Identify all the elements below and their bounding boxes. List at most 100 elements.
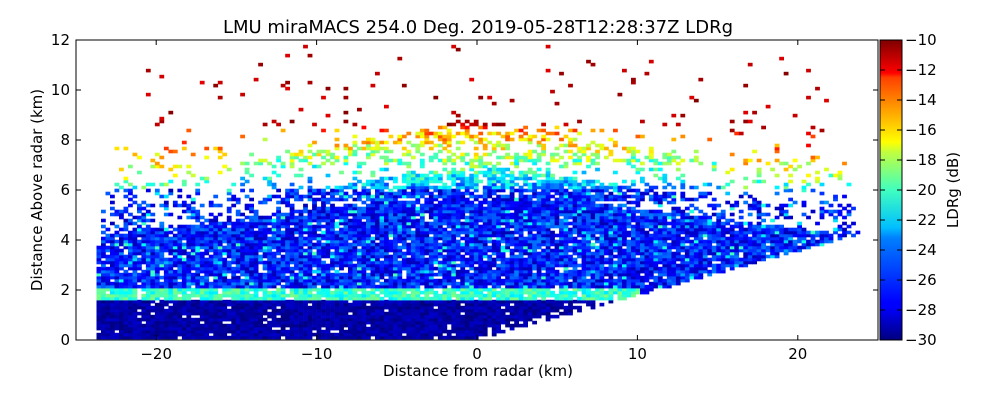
- ldr-cell: [163, 275, 169, 280]
- ldr-cell: [388, 302, 394, 307]
- ldr-cell: [267, 293, 272, 298]
- ldr-cell: [276, 278, 281, 283]
- ldr-cell: [271, 302, 277, 307]
- ldr-cell: [316, 299, 322, 304]
- ldr-cell: [523, 257, 528, 262]
- ldr-cell: [496, 311, 501, 316]
- ldr-cell: [190, 320, 196, 325]
- ldr-cell: [253, 221, 259, 226]
- ldr-cell: [137, 266, 142, 271]
- ldr-cell: [473, 281, 479, 286]
- ldr-cell: [294, 257, 299, 262]
- ldr-cell: [307, 245, 313, 250]
- ldr-cell: [419, 290, 425, 295]
- ldr-cell: [307, 323, 313, 328]
- ldr-cell: [505, 317, 510, 322]
- ldr-cell: [410, 263, 416, 268]
- ldr-cell: [393, 260, 398, 265]
- ldr-cell: [415, 236, 421, 241]
- ldr-cell: [657, 278, 663, 283]
- ldr-cell: [303, 215, 308, 220]
- ldr-cell: [361, 254, 367, 259]
- ldr-cell: [361, 290, 367, 295]
- ldr-cell: [195, 320, 201, 325]
- ldr-cell: [774, 224, 780, 229]
- ldr-cell: [370, 242, 376, 247]
- ldr-cell: [662, 218, 668, 223]
- ldr-cell: [720, 251, 726, 256]
- ldr-cell: [384, 236, 389, 241]
- ldr-cell: [393, 326, 398, 331]
- ldr-cell: [262, 230, 268, 235]
- ldr-cell: [675, 257, 681, 262]
- ldr-cell: [469, 245, 475, 250]
- ldr-cell: [604, 293, 609, 298]
- ldr-cell: [213, 254, 219, 259]
- ldr-cell: [213, 227, 219, 232]
- ldr-cell: [599, 293, 605, 298]
- ldr-cell: [532, 251, 537, 256]
- ldr-cell: [640, 257, 645, 262]
- ldr-cell: [419, 314, 425, 319]
- ldr-cell: [514, 296, 519, 301]
- ldr-cell: [231, 311, 237, 316]
- ldr-cell: [559, 278, 564, 283]
- ldr-cell: [258, 281, 263, 286]
- ldr-cell: [653, 263, 659, 268]
- ldr-cell: [96, 332, 102, 337]
- ldr-cell: [559, 248, 564, 253]
- ldr-cell: [119, 242, 124, 247]
- ldr-cell: [235, 239, 241, 244]
- ldr-cell: [401, 305, 407, 310]
- ldr-cell: [666, 260, 672, 265]
- ldr-cell: [622, 269, 627, 274]
- ldr-cell: [514, 227, 519, 232]
- ldr-cell: [604, 248, 609, 253]
- ldr-cell: [671, 254, 677, 259]
- ldr-cell: [464, 251, 470, 256]
- ldr-cell: [298, 335, 304, 340]
- ldr-cell: [249, 302, 254, 307]
- ldr-cell: [231, 320, 237, 325]
- ldr-cell: [559, 242, 564, 247]
- ldr-cell: [289, 323, 295, 328]
- ldr-cell: [689, 266, 695, 271]
- ldr-cell: [707, 272, 713, 277]
- ldr-cell: [707, 245, 713, 250]
- ldr-cell: [101, 293, 106, 298]
- ldr-cell: [388, 218, 394, 223]
- ldr-cell: [235, 257, 241, 262]
- ldr-cell: [128, 254, 133, 259]
- ldr-cell: [653, 284, 659, 289]
- ldr-cell: [204, 320, 210, 325]
- ldr-cell: [137, 278, 142, 283]
- ldr-cell: [662, 251, 668, 256]
- ldr-cell: [366, 227, 371, 232]
- ldr-cell: [114, 257, 120, 262]
- ldr-cell: [464, 302, 470, 307]
- ldr-cell: [267, 278, 272, 283]
- ldr-cell: [119, 293, 124, 298]
- ldr-cell: [370, 260, 376, 265]
- ldr-cell: [523, 239, 528, 244]
- ldr-cell: [208, 317, 214, 322]
- ldr-cell: [541, 275, 546, 280]
- ldr-cell: [361, 311, 367, 316]
- ldr-cell: [303, 317, 308, 322]
- ldr-cell: [186, 332, 192, 337]
- ldr-cell: [536, 305, 542, 310]
- ldr-cell: [505, 248, 510, 253]
- ldr-cell: [473, 212, 479, 217]
- ldr-cell: [397, 278, 403, 283]
- ldr-cell: [222, 272, 228, 277]
- ldr-cell: [154, 257, 160, 262]
- ldr-cell: [334, 320, 340, 325]
- ldr-cell: [446, 308, 452, 313]
- ldr-cell: [469, 254, 475, 259]
- ldr-cell: [330, 227, 335, 232]
- ldr-cell: [276, 296, 281, 301]
- ldr-cell: [375, 287, 380, 292]
- ldr-cell: [370, 266, 376, 271]
- ldr-cell: [572, 281, 578, 286]
- ldr-cell: [410, 254, 416, 259]
